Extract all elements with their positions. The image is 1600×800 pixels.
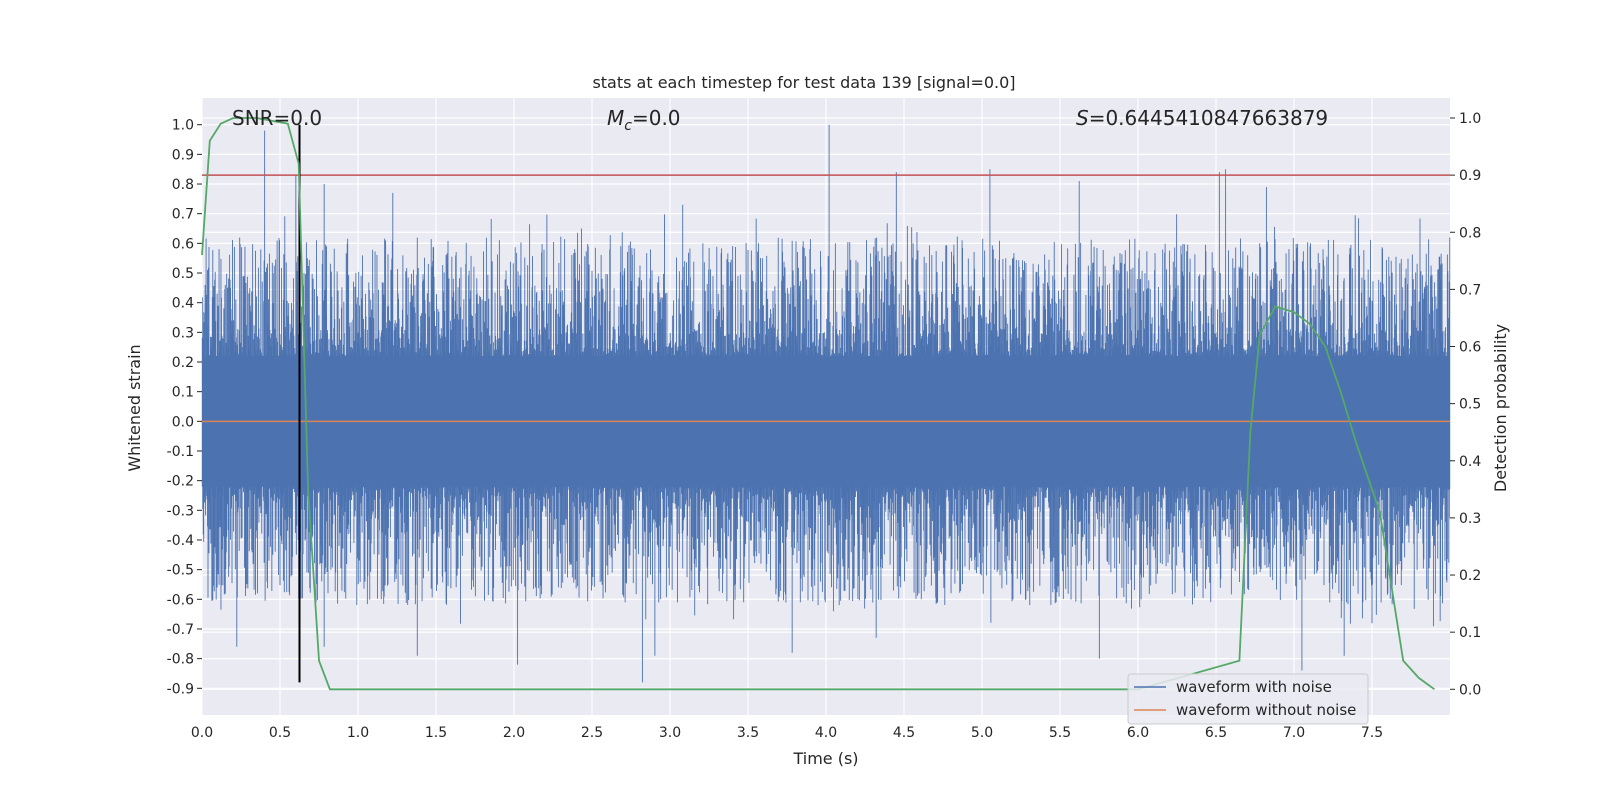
- snr-annotation: SNR=0.0: [232, 106, 322, 130]
- y-tick-label-left: -0.7: [167, 622, 194, 638]
- y-tick-label-left: 0.7: [172, 207, 194, 223]
- x-tick-label: 6.0: [1127, 725, 1149, 741]
- chart-title: stats at each timestep for test data 139…: [592, 73, 1015, 92]
- y-tick-label-left: -0.5: [167, 563, 194, 579]
- y-tick-label-left: 0.3: [172, 325, 194, 341]
- y-tick-label-right: 0.6: [1459, 340, 1481, 356]
- mc-value: =0.0: [632, 106, 681, 130]
- annotations: SNR=0.0 Mc=0.0 S=0.6445410847663879: [232, 106, 1328, 134]
- y-tick-label-left: 0.2: [172, 355, 194, 371]
- y-tick-label-right: 0.9: [1459, 168, 1481, 184]
- y-tick-label-left: 1.0: [172, 118, 194, 134]
- x-tick-label: 1.5: [425, 725, 447, 741]
- x-tick-label: 2.0: [503, 725, 525, 741]
- legend-label-clean: waveform without noise: [1176, 701, 1356, 719]
- x-tick-label: 5.5: [1049, 725, 1071, 741]
- y-tick-label-left: 0.6: [172, 236, 194, 252]
- x-tick-label: 4.0: [815, 725, 837, 741]
- x-tick-label: 3.5: [737, 725, 759, 741]
- y-tick-label-right: 1.0: [1459, 111, 1481, 127]
- y-tick-label-left: 0.4: [172, 296, 194, 312]
- s-symbol: S: [1076, 106, 1089, 130]
- y-axis-label-left: Whitened strain: [125, 344, 144, 471]
- x-tick-label: 2.5: [581, 725, 603, 741]
- legend: waveform with noise waveform without noi…: [1127, 673, 1369, 725]
- x-tick-label: 4.5: [893, 725, 915, 741]
- y-tick-label-left: -0.8: [167, 652, 194, 668]
- y-tick-label-right: 0.7: [1459, 282, 1481, 298]
- y-axis-label-right: Detection probability: [1491, 324, 1510, 492]
- legend-box: [1127, 673, 1369, 725]
- y-tick-label-left: 0.8: [172, 177, 194, 193]
- x-tick-label: 1.0: [347, 725, 369, 741]
- axes: 0.0 0.5 1.0 1.5 2.0 2.5 3.0 3.5 4.0 4.5 5.0 5.5 6.0 6…: [167, 111, 1482, 741]
- legend-label-noise: waveform with noise: [1176, 678, 1332, 696]
- x-tick-label: 0.0: [191, 725, 213, 741]
- x-axis-label: Time (s): [792, 749, 858, 768]
- y-tick-label-right: 0.3: [1459, 511, 1481, 527]
- y-tick-label-right: 0.4: [1459, 454, 1481, 470]
- y-tick-label-left: -0.4: [167, 533, 194, 549]
- x-tick-label: 5.0: [971, 725, 993, 741]
- y-tick-label-left: 0.5: [172, 266, 194, 282]
- y-tick-label-left: -0.9: [167, 681, 194, 697]
- y-tick-label-left: 0.1: [172, 385, 194, 401]
- y-tick-label-left: -0.3: [167, 503, 194, 519]
- y-tick-label-left: 0.0: [172, 414, 194, 430]
- y-tick-label-left: -0.1: [167, 444, 194, 460]
- y-tick-label-left: 0.9: [172, 147, 194, 163]
- y-tick-label-left: -0.2: [167, 474, 194, 490]
- y-tick-label-right: 0.0: [1459, 682, 1481, 698]
- x-tick-label: 3.0: [659, 725, 681, 741]
- mc-symbol: M: [607, 106, 624, 130]
- y-tick-label-right: 0.8: [1459, 225, 1481, 241]
- y-tick-label-left: -0.6: [167, 592, 194, 608]
- x-tick-label: 7.0: [1283, 725, 1305, 741]
- x-tick-label: 6.5: [1205, 725, 1227, 741]
- mc-annotation: Mc=0.0: [607, 106, 681, 134]
- x-tick-label: 7.5: [1361, 725, 1383, 741]
- y-tick-label-right: 0.5: [1459, 397, 1481, 413]
- x-tick-label: 0.5: [269, 725, 291, 741]
- mc-subscript: c: [624, 118, 632, 134]
- y-tick-label-right: 0.2: [1459, 568, 1481, 584]
- s-value: =0.6445410847663879: [1089, 106, 1328, 130]
- y-tick-label-right: 0.1: [1459, 625, 1481, 641]
- s-annotation: S=0.6445410847663879: [1076, 106, 1328, 130]
